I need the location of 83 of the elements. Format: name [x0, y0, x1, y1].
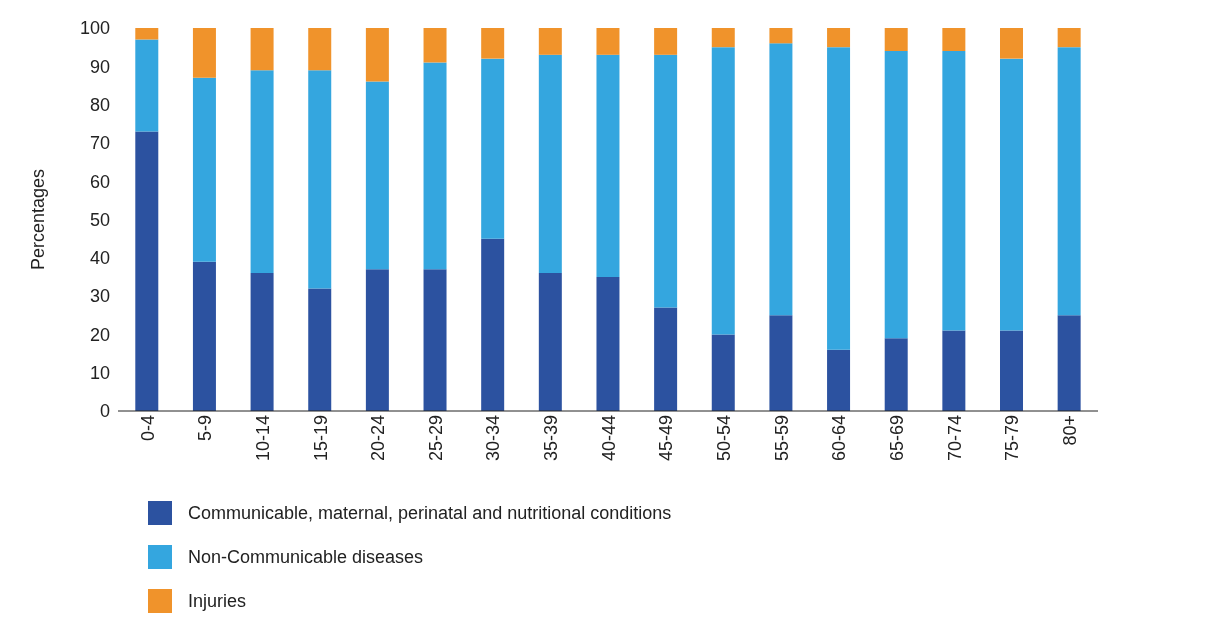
bar	[250, 70, 274, 274]
x-tick-label: 50-54	[714, 415, 735, 462]
bar	[423, 62, 447, 270]
bar	[942, 28, 966, 51]
bar	[654, 28, 678, 55]
y-tick-label: 0	[99, 401, 110, 422]
x-tick-label: 60-64	[829, 415, 850, 462]
x-tick-label: 15-19	[310, 415, 331, 462]
bar	[654, 307, 678, 411]
y-tick-label: 70	[89, 133, 110, 154]
y-tick-label: 90	[89, 56, 110, 77]
y-tick-label: 10	[89, 363, 110, 384]
bar	[1057, 47, 1081, 316]
bar	[769, 315, 793, 411]
bar	[827, 349, 851, 411]
y-tick-label: 80	[89, 94, 110, 115]
bar	[365, 269, 389, 411]
legend-label: Injuries	[188, 590, 247, 612]
bar	[1057, 315, 1081, 411]
x-tick-label: 5-9	[195, 415, 216, 442]
bar	[827, 28, 851, 48]
bar	[1057, 28, 1081, 48]
bar	[192, 261, 216, 411]
bar	[481, 238, 505, 411]
x-tick-label: 20-24	[368, 415, 389, 462]
x-tick-label: 30-34	[483, 415, 504, 462]
y-tick-label: 60	[89, 171, 110, 192]
y-axis-title: Percentages	[28, 168, 49, 271]
bar	[1000, 58, 1023, 331]
bar	[711, 334, 735, 411]
bar	[711, 28, 735, 48]
x-tick-label: 25-29	[425, 415, 446, 462]
bar	[308, 28, 332, 71]
bar	[596, 276, 620, 411]
bar	[481, 28, 505, 59]
bar	[135, 131, 159, 411]
bar	[192, 77, 216, 262]
x-tick-label: 80+	[1059, 415, 1080, 446]
bar	[769, 28, 793, 44]
y-tick-label: 100	[79, 18, 110, 39]
legend-label: Non-Communicable diseases	[188, 546, 424, 568]
bar	[942, 50, 966, 331]
bar	[365, 28, 389, 82]
y-tick-label: 30	[89, 286, 110, 307]
bar	[135, 28, 159, 40]
x-tick-label: 10-14	[252, 415, 273, 462]
bar	[135, 39, 159, 132]
bar	[538, 54, 562, 274]
bar	[827, 47, 851, 350]
x-tick-label: 35-39	[541, 415, 562, 462]
y-tick-label: 50	[89, 209, 110, 230]
legend-label: Communicable, maternal, perinatal and nutritional conditions	[188, 502, 672, 524]
x-tick-label: 45-49	[656, 415, 677, 462]
bar	[538, 273, 562, 411]
bar	[884, 28, 908, 51]
x-tick-label: 75-79	[1002, 415, 1023, 462]
bar	[423, 269, 447, 411]
x-tick-label: 0-4	[137, 415, 158, 442]
bar	[654, 54, 678, 308]
x-tick-label: 55-59	[771, 415, 792, 462]
bar	[423, 28, 447, 63]
bar	[308, 288, 332, 411]
bar	[596, 54, 620, 277]
bar	[769, 43, 793, 316]
bar	[884, 338, 908, 411]
bar	[365, 81, 389, 270]
y-tick-label: 20	[89, 324, 110, 345]
bar	[1000, 330, 1023, 411]
bar	[308, 70, 332, 289]
bar	[1000, 28, 1023, 59]
bar	[884, 50, 908, 339]
bar	[481, 58, 505, 239]
x-tick-label: 70-74	[944, 415, 965, 462]
y-tick-label: 40	[89, 248, 110, 269]
bar	[250, 28, 274, 71]
bar	[711, 47, 735, 335]
bar	[250, 273, 274, 411]
x-tick-label: 40-44	[598, 415, 619, 462]
bar	[192, 28, 216, 78]
x-tick-label: 65-69	[887, 415, 908, 462]
bar	[942, 330, 966, 411]
bar	[538, 28, 562, 55]
bar	[596, 28, 620, 55]
